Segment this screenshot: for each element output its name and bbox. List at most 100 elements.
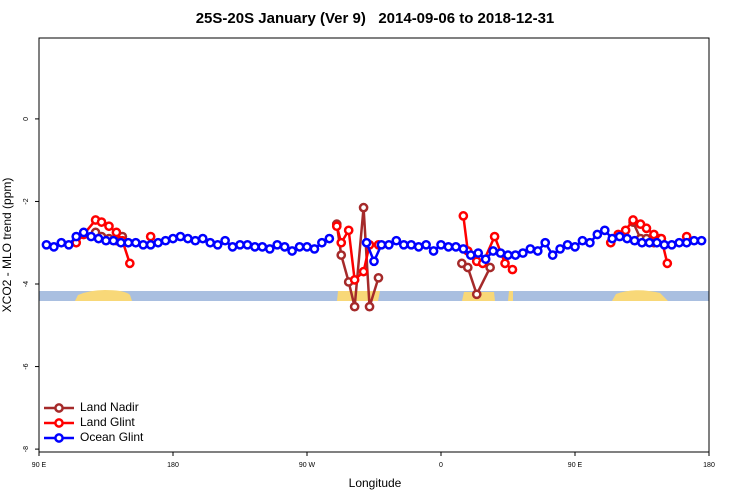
data-point [373, 272, 384, 283]
legend-marker [54, 433, 64, 443]
data-point [145, 231, 156, 242]
data-point [458, 244, 469, 254]
data-point [272, 239, 283, 250]
data-point [641, 223, 652, 234]
data-point [622, 233, 632, 244]
data-point [220, 235, 230, 246]
x-tick-label: 180 [167, 462, 179, 469]
y-axis-label: XCO2 - MLO trend (ppm) [0, 178, 14, 313]
x-tick-label: 90 E [32, 462, 47, 469]
y-tick-label: -6 [23, 363, 30, 369]
data-point [696, 235, 707, 246]
data-point [436, 239, 446, 250]
data-point [614, 231, 625, 242]
data-point [465, 250, 476, 260]
data-point [503, 250, 513, 260]
data-point [577, 235, 588, 246]
y-tick-label: 0 [23, 117, 30, 121]
data-point [358, 202, 369, 213]
land-patch [612, 290, 668, 301]
data-point [599, 225, 610, 236]
data-point [489, 231, 500, 242]
data-point [130, 237, 141, 248]
data-point [86, 231, 96, 242]
data-point [391, 235, 402, 246]
data-point [124, 258, 135, 269]
y-tick-label: -8 [23, 446, 30, 452]
data-point [518, 248, 528, 258]
x-tick-label: 180 [703, 462, 715, 469]
data-point [123, 237, 134, 248]
data-point [153, 237, 163, 248]
data-point [510, 250, 521, 260]
data-point [644, 237, 655, 248]
data-point [488, 246, 498, 256]
data-point [473, 248, 484, 258]
data-point [349, 301, 360, 312]
data-point [116, 237, 126, 248]
data-point [547, 250, 558, 260]
data-point [689, 235, 699, 246]
data-point [585, 237, 595, 248]
data-point [485, 262, 495, 273]
data-point [406, 239, 417, 250]
data-point [101, 235, 111, 246]
data-point [264, 244, 275, 254]
legend-label: Land Nadir [80, 400, 139, 414]
data-point [421, 239, 431, 250]
data-point [168, 233, 178, 244]
data-point [629, 235, 640, 246]
data-point [674, 237, 685, 248]
data-point [93, 233, 104, 244]
data-point [607, 233, 618, 244]
chart-title: 25S-20S January (Ver 9) 2014-09-06 to 20… [196, 10, 555, 27]
data-point [287, 246, 297, 256]
data-point [250, 242, 260, 252]
data-point [507, 264, 518, 275]
legend-label: Land Glint [80, 415, 135, 429]
data-point [63, 239, 74, 250]
data-point [183, 233, 193, 244]
data-point [294, 242, 305, 252]
data-point [331, 221, 342, 232]
data-point [104, 221, 114, 232]
plot-frame [38, 37, 710, 453]
data-point [41, 239, 52, 250]
data-point [160, 235, 171, 246]
data-point [532, 246, 543, 256]
data-point [471, 289, 482, 300]
data-point [205, 237, 216, 248]
legend-marker [54, 403, 64, 413]
data-point [361, 237, 372, 248]
data-point [227, 242, 238, 252]
data-point [364, 301, 375, 312]
data-point [309, 244, 320, 254]
data-point [451, 242, 461, 252]
data-point [649, 229, 659, 240]
x-axis-label: Longitude [349, 476, 402, 490]
data-point [336, 250, 347, 260]
data-point [212, 239, 223, 250]
data-point [257, 242, 268, 252]
data-point [376, 239, 387, 250]
data-point [49, 242, 59, 252]
data-point [662, 258, 673, 269]
data-point [681, 237, 692, 248]
data-point [279, 242, 290, 252]
data-point [324, 233, 335, 244]
data-point [349, 275, 360, 285]
data-point [628, 215, 638, 225]
data-point [652, 237, 662, 248]
x-tick-label: 90 E [568, 462, 583, 469]
data-point [235, 239, 245, 250]
data-point [197, 233, 208, 244]
data-point [358, 266, 369, 277]
data-point [302, 242, 312, 252]
data-point [620, 225, 631, 236]
y-tick-label: -2 [23, 198, 30, 204]
land-patch [508, 291, 513, 301]
data-point [78, 227, 89, 238]
data-point [71, 231, 82, 242]
x-tick-label: 0 [439, 462, 443, 469]
